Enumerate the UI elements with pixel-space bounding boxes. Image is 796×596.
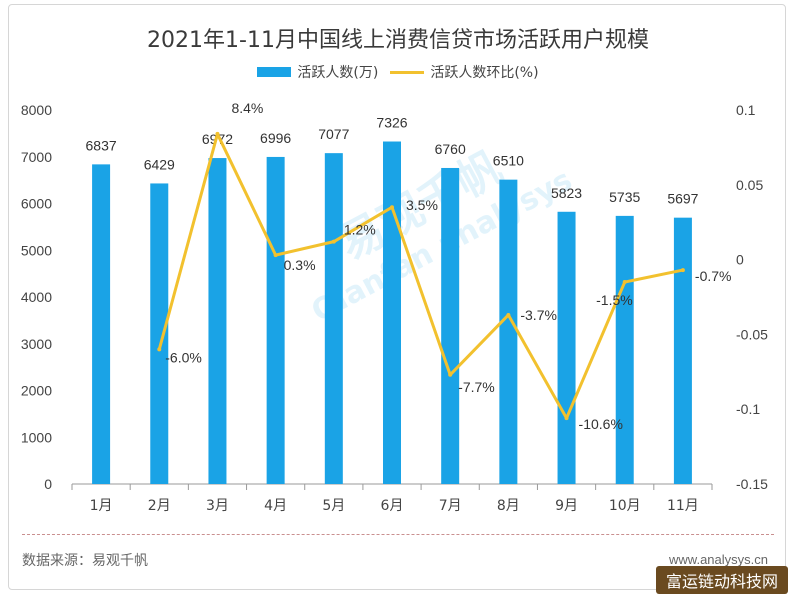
x-tick-label: 7月 (439, 498, 462, 514)
y-left-tick-label: 0 (44, 476, 52, 492)
line-point (506, 312, 511, 317)
bar (383, 141, 401, 484)
bar (673, 217, 692, 484)
legend-item-bars: 活跃人数(万) (257, 62, 378, 82)
bar (92, 164, 111, 485)
line-point (680, 268, 685, 273)
y-left-tick-label: 1000 (21, 429, 52, 445)
bar-value-label: 6760 (435, 141, 466, 157)
line-point (564, 416, 569, 421)
site-badge: 富运链动科技网 (655, 566, 788, 594)
y-right-tick-label: -0.15 (736, 476, 768, 492)
y-left-tick-label: 7000 (21, 149, 52, 165)
bar-value-label: 6429 (144, 156, 175, 172)
line-value-label: -0.7% (695, 268, 732, 284)
x-tick-label: 11月 (667, 498, 699, 514)
y-left-tick-label: 8000 (21, 102, 52, 118)
bar (266, 156, 285, 484)
bar-value-label: 5697 (667, 191, 698, 207)
y-left-tick-label: 4000 (21, 289, 52, 305)
line-point (622, 280, 627, 285)
line-point (215, 131, 220, 136)
bar-value-label: 7077 (318, 126, 349, 142)
y-left-tick-label: 3000 (21, 336, 52, 352)
y-right-tick-label: 0.1 (736, 102, 756, 118)
y-right-tick-label: 0.05 (736, 177, 763, 193)
line-point (273, 253, 278, 258)
y-left-tick-label: 2000 (21, 383, 52, 399)
bar (324, 153, 343, 484)
line-point (448, 372, 453, 377)
line-point (390, 205, 394, 210)
x-tick-label: 6月 (381, 498, 404, 514)
line-value-label: -1.5% (596, 292, 633, 308)
y-left-tick-label: 6000 (21, 196, 52, 212)
bar (557, 211, 576, 484)
y-left-tick-label: 5000 (21, 242, 52, 258)
bar-value-label: 6837 (86, 137, 117, 153)
chart-frame (8, 4, 786, 590)
line-point (331, 239, 336, 244)
line-value-label: -6.0% (165, 349, 202, 365)
legend-bar-swatch (257, 67, 292, 77)
x-tick-label: 9月 (555, 498, 578, 514)
x-tick-label: 10月 (609, 498, 641, 514)
legend-line-swatch (390, 70, 425, 74)
y-right-tick-label: -0.1 (736, 401, 760, 417)
line-point (157, 347, 162, 352)
bar (208, 158, 227, 484)
x-tick-label: 2月 (148, 498, 171, 514)
bar-value-label: 6510 (493, 153, 524, 169)
mom-line (157, 132, 684, 420)
x-tick-label: 3月 (206, 498, 229, 514)
legend-label-bars: 活跃人数(万) (297, 65, 379, 81)
y-right-tick-label: -0.05 (736, 326, 768, 342)
line-value-label: 0.3% (284, 257, 316, 273)
bar-value-label: 6996 (260, 130, 291, 146)
bar-value-label: 5823 (551, 185, 582, 201)
x-tick-label: 4月 (264, 498, 287, 514)
footer-divider (22, 534, 774, 535)
bar-value-label: 5735 (609, 189, 640, 205)
line-value-label: 3.5% (406, 197, 438, 213)
line-value-label: 1.2% (344, 222, 376, 238)
line-value-label: 8.4% (231, 100, 263, 116)
x-tick-label: 8月 (497, 498, 520, 514)
data-source: 数据来源：易观千帆 (22, 553, 148, 569)
chart-title: 2021年1-11月中国线上消费信贷市场活跃用户规模 (147, 28, 649, 53)
legend-item-line: 活跃人数环比(%) (390, 62, 539, 82)
bar (615, 215, 634, 485)
bar (441, 167, 460, 484)
x-tick-label: 1月 (90, 498, 113, 514)
bar (150, 183, 169, 484)
line-value-label: -3.7% (520, 307, 557, 323)
line-value-label: -7.7% (458, 379, 495, 395)
y-right-tick-label: 0 (736, 252, 744, 268)
x-tick-label: 5月 (322, 498, 345, 514)
bar (499, 179, 518, 484)
site-url: www.analysys.cn (669, 552, 768, 567)
line-value-label: -10.6% (579, 416, 623, 432)
bar-value-label: 7326 (376, 115, 407, 131)
chart-legend: 活跃人数(万) 活跃人数环比(%) (0, 62, 796, 82)
legend-label-line: 活跃人数环比(%) (430, 65, 539, 81)
